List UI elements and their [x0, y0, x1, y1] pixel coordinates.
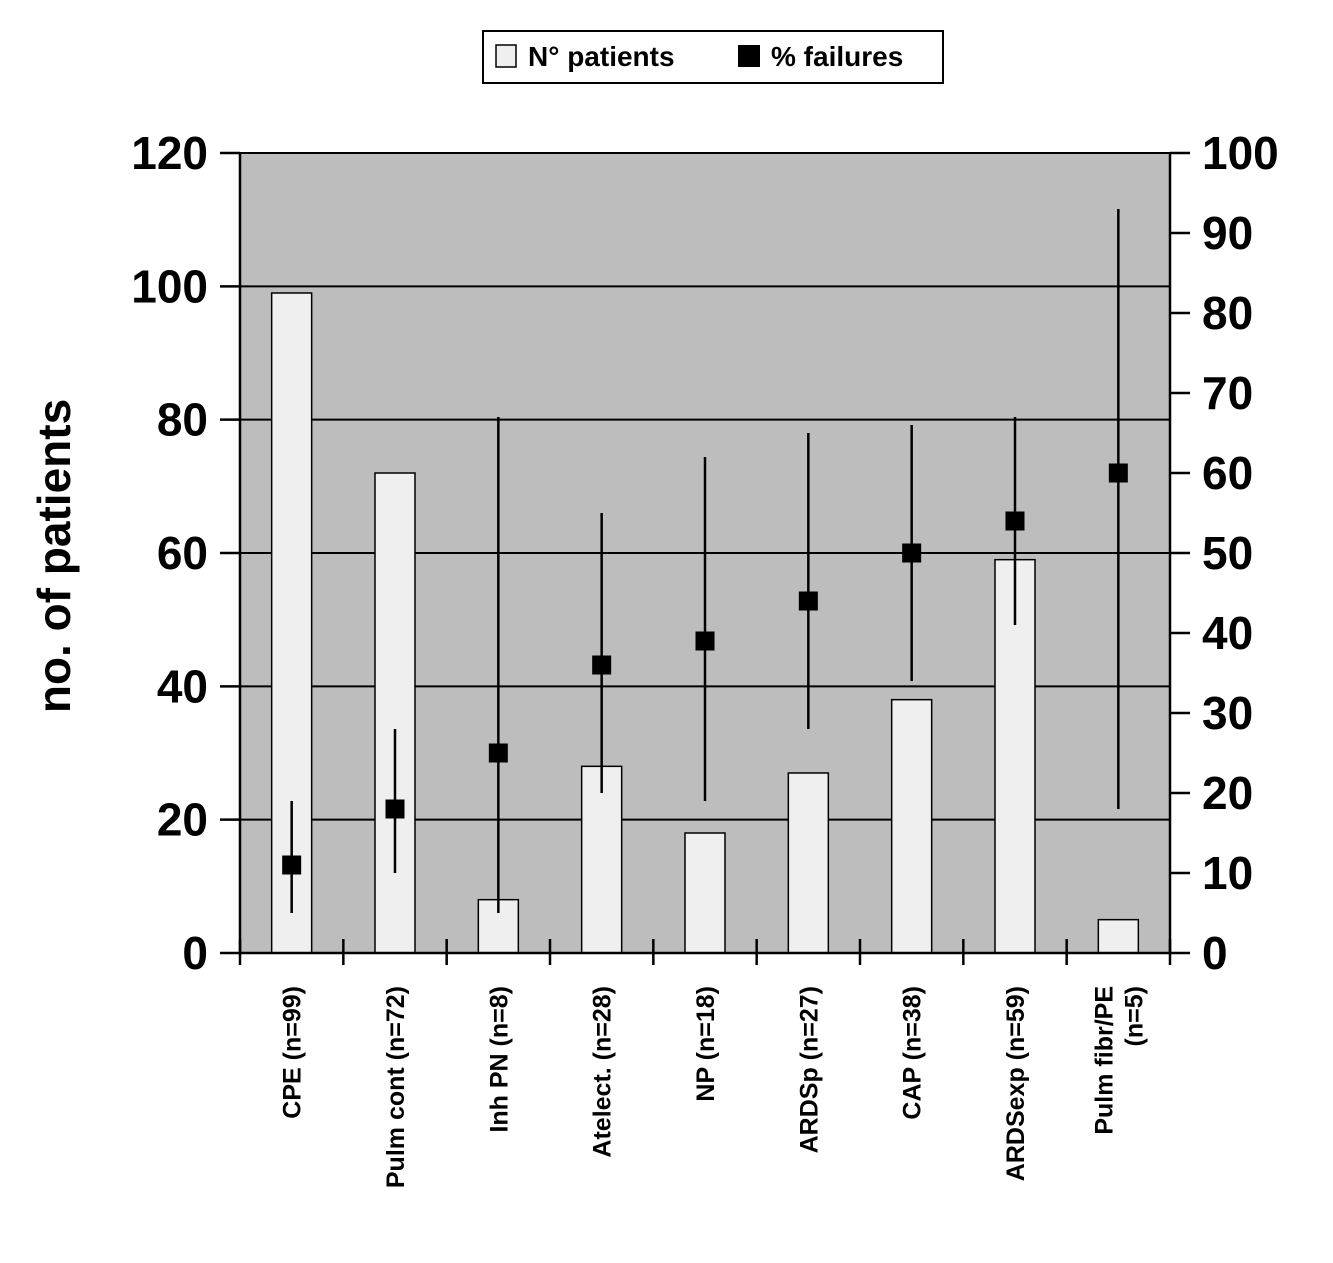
right-axis-tick-labels: 0 10 20 30 40 50 60 70 80 90 100 [1202, 127, 1279, 979]
category-label-line: ARDSexp (n=59) [1002, 986, 1030, 1181]
failure-marker [902, 543, 922, 563]
right-tick-label: 0 [1202, 927, 1228, 979]
left-tick-label: 40 [157, 660, 208, 712]
right-tick-label: 100 [1202, 127, 1279, 179]
y-axis-label: no. of patients [28, 399, 80, 713]
bar [374, 472, 416, 954]
legend-label-patients: N° patients [528, 41, 675, 72]
failure-marker [695, 631, 715, 651]
left-tick-label: 20 [157, 794, 208, 846]
category-label: CAP (n=38) [899, 986, 927, 1120]
legend-box [482, 30, 944, 84]
right-tick-label: 20 [1202, 767, 1253, 819]
bar [684, 832, 726, 954]
bar [787, 772, 830, 954]
left-tick-label: 60 [157, 527, 208, 579]
category-label: Pulm fibr/PE(n=5) [1090, 986, 1148, 1135]
left-tick-label: 80 [157, 394, 208, 446]
category-label-line: Atelect. (n=28) [589, 986, 617, 1158]
left-tick-label: 120 [131, 127, 208, 179]
axes [220, 151, 1190, 965]
failure-marker [282, 855, 302, 875]
failure-marker [1005, 511, 1025, 531]
category-label: ARDSp (n=27) [795, 986, 823, 1153]
failure-marker [592, 655, 612, 675]
right-tick-label: 30 [1202, 687, 1253, 739]
legend-bar-swatch [495, 44, 517, 68]
legend-label-failures: % failures [771, 41, 903, 72]
failure-marker [1108, 463, 1128, 483]
right-tick-label: 70 [1202, 367, 1253, 419]
failure-markers [282, 463, 1128, 875]
category-labels: CPE (n=99) Pulm cont (n=72) Inh PN (n=8) At… [279, 986, 1149, 1188]
right-tick-label: 90 [1202, 207, 1253, 259]
bar [994, 558, 1036, 954]
category-label: ARDSexp (n=59) [1002, 986, 1030, 1181]
category-label: Atelect. (n=28) [589, 986, 617, 1158]
legend: N° patients % failures [482, 30, 944, 84]
category-label-line: CAP (n=38) [899, 986, 927, 1120]
category-label-line: ARDSp (n=27) [795, 986, 823, 1153]
left-tick-label: 0 [182, 927, 208, 979]
left-axis-tick-labels: 0 20 40 60 80 100 120 [131, 127, 208, 979]
category-label-line: Pulm cont (n=72) [382, 986, 410, 1188]
category-label: NP (n=18) [692, 986, 720, 1102]
legend-marker-swatch [738, 45, 760, 67]
category-label-line: Pulm fibr/PE [1090, 986, 1118, 1135]
category-label-line: (n=5) [1120, 986, 1148, 1046]
category-label-line: CPE (n=99) [279, 986, 307, 1119]
right-tick-label: 60 [1202, 447, 1253, 499]
failure-marker [385, 799, 405, 819]
right-tick-label: 40 [1202, 607, 1253, 659]
bars [270, 292, 1140, 954]
category-label-line: Inh PN (n=8) [485, 986, 513, 1133]
category-label: Inh PN (n=8) [485, 986, 513, 1133]
category-label: Pulm cont (n=72) [382, 986, 410, 1188]
right-tick-label: 80 [1202, 287, 1253, 339]
right-tick-label: 10 [1202, 847, 1253, 899]
category-label-line: NP (n=18) [692, 986, 720, 1102]
right-tick-label: 50 [1202, 527, 1253, 579]
bar [580, 765, 623, 954]
left-tick-label: 100 [131, 260, 208, 312]
failure-marker [488, 743, 508, 763]
category-label: CPE (n=99) [279, 986, 307, 1119]
bar [890, 698, 933, 954]
failure-marker [798, 591, 818, 611]
bar [1097, 918, 1140, 954]
